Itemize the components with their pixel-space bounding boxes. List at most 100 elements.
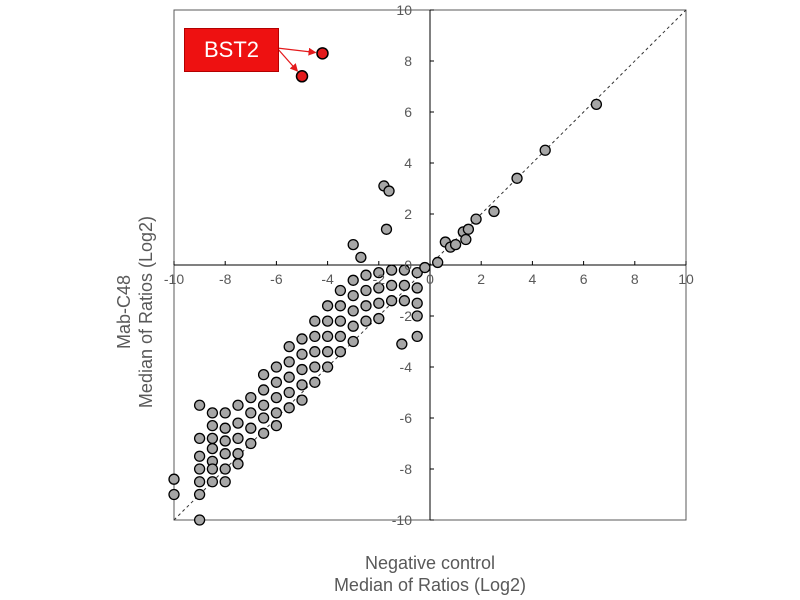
data-point bbox=[411, 330, 423, 343]
x-tick-label: 8 bbox=[631, 271, 639, 287]
y-tick-label: -4 bbox=[400, 359, 413, 375]
data-point bbox=[296, 379, 308, 391]
data-point bbox=[257, 399, 270, 411]
data-point bbox=[206, 442, 219, 455]
y-tick-label: -10 bbox=[392, 512, 412, 528]
data-point bbox=[411, 266, 423, 279]
data-point bbox=[193, 463, 206, 475]
data-point bbox=[321, 300, 334, 312]
data-point bbox=[347, 274, 359, 286]
data-point bbox=[309, 315, 321, 327]
data-point bbox=[270, 391, 283, 404]
data-point bbox=[283, 340, 295, 353]
data-point bbox=[539, 144, 551, 156]
x-tick-label: -2 bbox=[373, 271, 386, 287]
data-point bbox=[309, 376, 321, 388]
data-point bbox=[245, 407, 257, 419]
y-tick-label: -8 bbox=[400, 461, 413, 477]
data-point bbox=[206, 432, 219, 445]
x-tick-label: 0 bbox=[426, 271, 434, 287]
data-point bbox=[488, 205, 500, 218]
data-point bbox=[398, 279, 411, 292]
data-point bbox=[270, 419, 283, 432]
data-point bbox=[296, 333, 308, 345]
data-point bbox=[373, 297, 385, 309]
data-point bbox=[321, 361, 334, 373]
data-point bbox=[360, 300, 372, 312]
bst2-data-point bbox=[316, 47, 329, 60]
y-tick-label: 8 bbox=[404, 53, 412, 69]
data-point bbox=[360, 269, 372, 281]
data-point bbox=[373, 282, 385, 294]
data-point bbox=[590, 98, 603, 110]
bst2-arrow bbox=[276, 47, 317, 56]
data-point bbox=[283, 356, 295, 368]
data-point bbox=[206, 419, 219, 432]
x-tick-label: 2 bbox=[477, 271, 485, 287]
data-point bbox=[411, 310, 423, 322]
x-axis-label-line2: Median of Ratios (Log2) bbox=[333, 575, 527, 595]
data-point bbox=[219, 476, 231, 488]
data-point bbox=[219, 422, 231, 434]
data-point bbox=[347, 238, 359, 251]
x-axis-label-line1: Negative control bbox=[364, 553, 496, 573]
x-tick-label: -6 bbox=[270, 271, 283, 287]
data-point bbox=[360, 315, 372, 327]
x-tick-label: -8 bbox=[219, 271, 232, 287]
data-point bbox=[193, 399, 206, 411]
bst2-data-point bbox=[295, 70, 309, 83]
data-point bbox=[168, 473, 180, 485]
data-point bbox=[219, 448, 231, 460]
data-point bbox=[411, 282, 423, 294]
data-point bbox=[347, 289, 359, 302]
x-tick-label: 4 bbox=[529, 271, 537, 287]
data-point bbox=[373, 266, 385, 279]
data-point bbox=[296, 348, 308, 360]
data-point bbox=[245, 391, 257, 404]
data-point bbox=[470, 213, 482, 225]
data-point bbox=[219, 407, 231, 419]
x-axis-label: Negative control Median of Ratios (Log2) bbox=[230, 552, 630, 596]
data-point bbox=[193, 432, 206, 445]
data-point bbox=[168, 488, 180, 501]
data-point bbox=[511, 172, 523, 184]
data-point bbox=[309, 346, 321, 358]
data-point bbox=[257, 427, 270, 439]
data-point bbox=[283, 402, 295, 414]
data-point bbox=[432, 256, 444, 269]
y-tick-label: 4 bbox=[404, 155, 412, 171]
data-point bbox=[398, 264, 411, 276]
y-axis-label: Mab-C48 Median of Ratios (Log2) bbox=[113, 152, 157, 472]
data-point bbox=[385, 264, 398, 276]
bst2-callout-label: BST2 bbox=[184, 28, 279, 72]
data-point bbox=[219, 435, 231, 447]
y-tick-label: -2 bbox=[400, 308, 413, 324]
data-point bbox=[355, 251, 367, 264]
data-point bbox=[193, 488, 206, 501]
data-point bbox=[232, 417, 244, 429]
x-tick-label: -4 bbox=[321, 271, 334, 287]
data-point bbox=[411, 297, 423, 309]
data-point bbox=[206, 407, 219, 419]
data-point bbox=[232, 432, 244, 445]
y-tick-label: 0 bbox=[404, 257, 412, 273]
data-point bbox=[232, 448, 244, 460]
data-point bbox=[309, 361, 321, 373]
x-tick-label: 10 bbox=[678, 271, 694, 287]
data-point bbox=[334, 300, 347, 312]
data-point bbox=[396, 338, 408, 350]
y-tick-label: 6 bbox=[404, 104, 412, 120]
y-axis-label-line1: Mab-C48 bbox=[114, 274, 134, 350]
data-point bbox=[296, 363, 308, 376]
data-point bbox=[385, 279, 398, 292]
data-point bbox=[270, 361, 283, 373]
data-point bbox=[460, 233, 472, 246]
data-point bbox=[257, 412, 270, 424]
data-point bbox=[321, 330, 334, 343]
data-point bbox=[245, 422, 257, 434]
data-point bbox=[206, 463, 219, 475]
data-point bbox=[283, 386, 295, 399]
x-tick-label: -10 bbox=[164, 271, 184, 287]
data-point bbox=[360, 284, 372, 297]
data-point bbox=[193, 514, 206, 526]
